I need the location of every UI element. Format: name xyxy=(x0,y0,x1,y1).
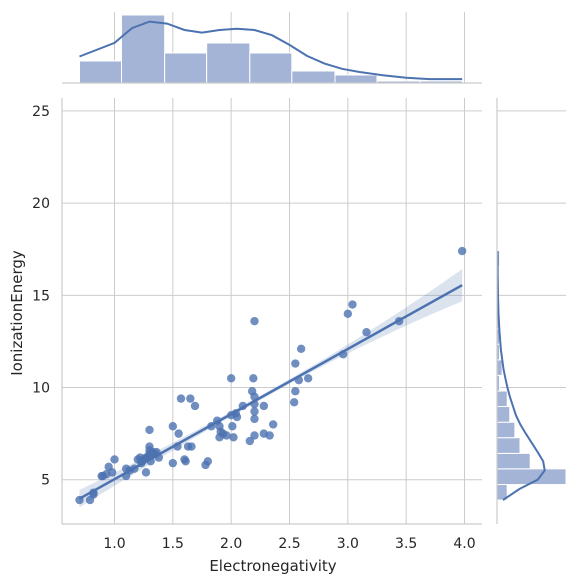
scatter-point xyxy=(228,422,237,431)
scatter-point xyxy=(176,394,186,403)
x-tick-label: 3.5 xyxy=(395,536,417,552)
x-tick-labels: 1.0 1.5 2.0 2.5 3.0 3.5 4.0 xyxy=(103,536,475,552)
y-tick-label: 25 xyxy=(32,104,50,120)
marginal-x-bar xyxy=(164,52,208,84)
marginal-y-kde xyxy=(496,251,546,501)
scatter-point xyxy=(141,468,151,477)
marginal-y-bar xyxy=(496,390,508,408)
marginal-x-kde xyxy=(79,20,463,81)
scatter-point xyxy=(229,433,238,442)
marginal-y-bar xyxy=(496,421,516,439)
scatter-point xyxy=(181,457,190,466)
scatter-points xyxy=(75,246,467,505)
marginal-y-bar xyxy=(496,437,521,454)
x-tick-label: 4.0 xyxy=(453,536,475,552)
scatter-point xyxy=(190,401,200,411)
y-tick-label: 5 xyxy=(41,473,50,489)
x-tick-label: 1.5 xyxy=(162,536,184,552)
scatter-point xyxy=(362,328,371,337)
scatter-point xyxy=(232,412,242,422)
scatter-point xyxy=(250,316,259,326)
marginal-y-bar xyxy=(496,406,511,423)
y-tick-label: 15 xyxy=(32,288,50,304)
marginal-y-bar xyxy=(496,359,503,376)
scatter-point xyxy=(168,422,178,431)
marginal-x-histogram xyxy=(79,14,463,84)
scatter-point xyxy=(348,300,357,309)
scatter-point xyxy=(291,387,300,396)
scatter-point xyxy=(291,359,300,368)
scatter-point xyxy=(250,431,259,440)
scatter-point xyxy=(187,442,196,451)
scatter-point xyxy=(296,344,306,354)
scatter-point xyxy=(303,374,313,383)
y-tick-labels: 5 10 15 20 25 xyxy=(32,104,50,489)
x-tick-label: 3.0 xyxy=(337,536,359,552)
marginal-x-bar xyxy=(121,14,166,84)
y-tick-label: 20 xyxy=(32,196,50,212)
scatter-point xyxy=(250,414,259,424)
regression-line xyxy=(78,284,463,500)
x-tick-label: 2.0 xyxy=(220,536,242,552)
x-tick-label: 1.0 xyxy=(103,536,125,552)
x-tick-label: 2.5 xyxy=(278,536,300,552)
scatter-point xyxy=(203,457,213,466)
scatter-point xyxy=(107,468,117,477)
scatter-point xyxy=(174,429,183,438)
marginal-y-histogram xyxy=(496,250,567,501)
scatter-point xyxy=(226,374,236,383)
scatter-point xyxy=(457,246,467,256)
marginal-x-bar xyxy=(249,52,293,84)
scatter-point xyxy=(245,436,255,446)
marginal-y-kde-line xyxy=(496,251,546,501)
scatter-point xyxy=(259,401,269,411)
scatter-point xyxy=(289,398,299,407)
marginal-y-grid xyxy=(497,110,566,481)
y-axis-label: IonizationEnergy xyxy=(8,250,26,376)
marginal-x-bar xyxy=(291,70,336,84)
marginal-x-bar xyxy=(206,42,251,84)
scatter-point xyxy=(145,425,154,435)
scatter-point xyxy=(268,420,278,429)
scatter-point xyxy=(110,455,119,464)
scatter-point xyxy=(222,431,231,440)
marginal-x-kde-line xyxy=(79,20,463,81)
marginal-x-bar xyxy=(334,74,378,84)
scatter-point xyxy=(265,431,274,440)
scatter-point xyxy=(168,458,178,468)
scatter-point xyxy=(343,309,353,318)
axis-spines xyxy=(61,82,498,525)
y-tick-label: 10 xyxy=(32,381,50,397)
scatter-point xyxy=(249,374,258,383)
scatter-point xyxy=(250,407,259,416)
marginal-y-bar xyxy=(496,452,531,470)
regression-fit-line xyxy=(78,284,463,500)
scatter-point xyxy=(186,394,195,403)
marginal-x-bar xyxy=(79,60,122,84)
x-axis-label: Electronegativity xyxy=(209,557,336,575)
